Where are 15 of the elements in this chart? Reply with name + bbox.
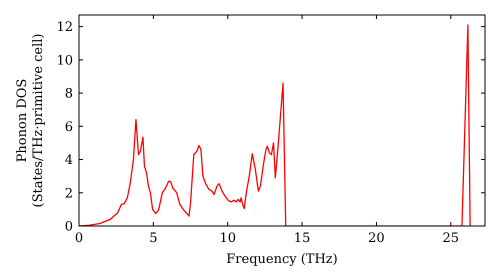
y-axis-title: Phonon DOS (States/THz·primitive cell) bbox=[15, 33, 46, 208]
y-tick-label: 4 bbox=[64, 153, 73, 168]
y-tick-label: 12 bbox=[56, 20, 73, 36]
x-axis-title: Frequency (THz) bbox=[226, 252, 338, 267]
y-tick-label: 2 bbox=[64, 186, 73, 202]
y-tick-label: 0 bbox=[64, 220, 73, 234]
x-tick-label: 0 bbox=[74, 231, 84, 246]
x-tick-label: 20 bbox=[368, 231, 385, 246]
y-tick-label: 8 bbox=[64, 86, 73, 102]
x-tick-label: 5 bbox=[149, 231, 158, 246]
x-tick-label: 10 bbox=[219, 231, 236, 246]
y-tick-label: 6 bbox=[64, 120, 73, 135]
x-tick-label: 25 bbox=[442, 231, 460, 246]
x-tick-label: 15 bbox=[294, 231, 310, 246]
y-tick-label: 10 bbox=[56, 53, 73, 68]
